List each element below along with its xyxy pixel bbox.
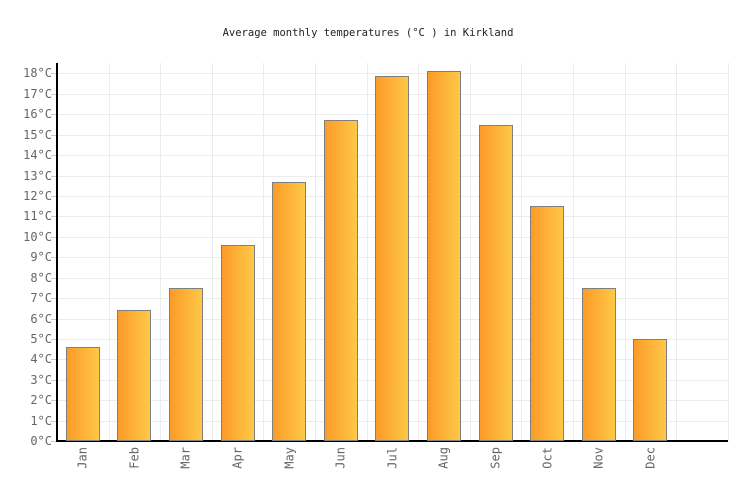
gridline-vertical [315,63,316,441]
y-tick-mark [51,338,56,340]
y-tick-label-12c: 12°C [23,189,52,203]
y-tick-label-4c: 4°C [30,352,52,367]
y-tick-label-5c: 5°C [30,331,52,346]
bar-may [272,181,307,441]
y-tick-label-9c: 9°C [30,250,52,265]
y-tick-mark [51,277,56,279]
y-tick-mark [51,400,56,402]
chart-title: Average monthly temperatures (°C ) in Ki… [222,27,514,39]
y-tick-mark [51,175,56,177]
y-tick-label-6c: 6°C [30,311,52,326]
y-tick-mark [51,196,56,197]
x-axis-line [56,440,728,442]
bar-sep [478,124,513,441]
gridline-vertical [624,63,626,441]
y-tick-mark [51,93,56,95]
y-tick-mark [51,216,56,218]
y-tick-mark [51,359,56,361]
x-tick-label-feb: Feb [127,447,142,469]
gridline-vertical [676,63,678,441]
x-tick-label-may: May [282,447,297,469]
bar-oct [530,206,565,441]
y-tick-mark [51,441,56,442]
bar-jun [323,120,358,441]
x-tick-label-oct: Oct [540,447,555,469]
y-tick-label-17c: 17°C [23,86,52,101]
bar-dec [633,338,668,441]
y-tick-label-8c: 8°C [30,270,52,285]
y-tick-label-0c: 0°C [30,434,52,448]
y-tick-label-13c: 13°C [23,168,52,183]
y-tick-label-18c: 18°C [23,66,52,81]
x-tick-label-sep: Sep [488,447,503,469]
gridline-vertical [573,63,574,441]
gridline-vertical [521,63,523,441]
y-tick-label-10c: 10°C [23,229,52,244]
x-tick-label-aug: Aug [437,447,451,469]
y-tick-mark [51,114,56,116]
y-tick-mark [51,73,56,75]
gridline-vertical [211,63,213,441]
bar-feb [117,310,152,441]
x-tick-label-jun: Jun [333,447,348,469]
y-axis-line [56,63,58,442]
bar-jan [65,347,100,441]
y-tick-label-16c: 16°C [23,107,52,122]
x-tick-label-dec: Dec [643,447,658,469]
bar-mar [169,287,203,442]
gridline-vertical [263,63,265,441]
gridline-vertical [160,63,162,441]
x-tick-label-apr: Apr [230,447,245,469]
gridline-vertical [366,63,368,441]
y-tick-mark [51,257,56,259]
x-tick-label-jan: Jan [75,447,90,469]
gridline-vertical [418,63,420,441]
x-tick-label-nov: Nov [591,447,606,469]
y-tick-label-11c: 11°C [23,209,52,224]
bar-nov [581,287,616,442]
y-tick-label-2c: 2°C [30,393,52,408]
y-tick-label-15c: 15°C [23,127,52,142]
y-tick-label-14c: 14°C [23,148,52,163]
y-tick-mark [51,318,56,320]
y-tick-mark [51,298,56,300]
x-tick-label-jul: Jul [385,447,400,469]
y-tick-mark [51,420,56,422]
bar-apr [220,245,255,441]
gridline-vertical [108,63,110,441]
gridline-horizontal [57,73,728,75]
bar-jul [375,75,410,441]
y-tick-mark [51,379,56,381]
y-tick-label-7c: 7°C [30,291,52,306]
y-tick-mark [51,134,56,136]
y-tick-label-3c: 3°C [30,372,52,387]
bar-aug [427,71,461,441]
y-tick-mark [51,236,56,238]
y-tick-label-1c: 1°C [30,413,52,428]
gridline-vertical [469,63,471,441]
y-tick-mark [51,155,56,157]
gridline-vertical [727,63,729,441]
x-tick-label-mar: Mar [179,447,193,469]
